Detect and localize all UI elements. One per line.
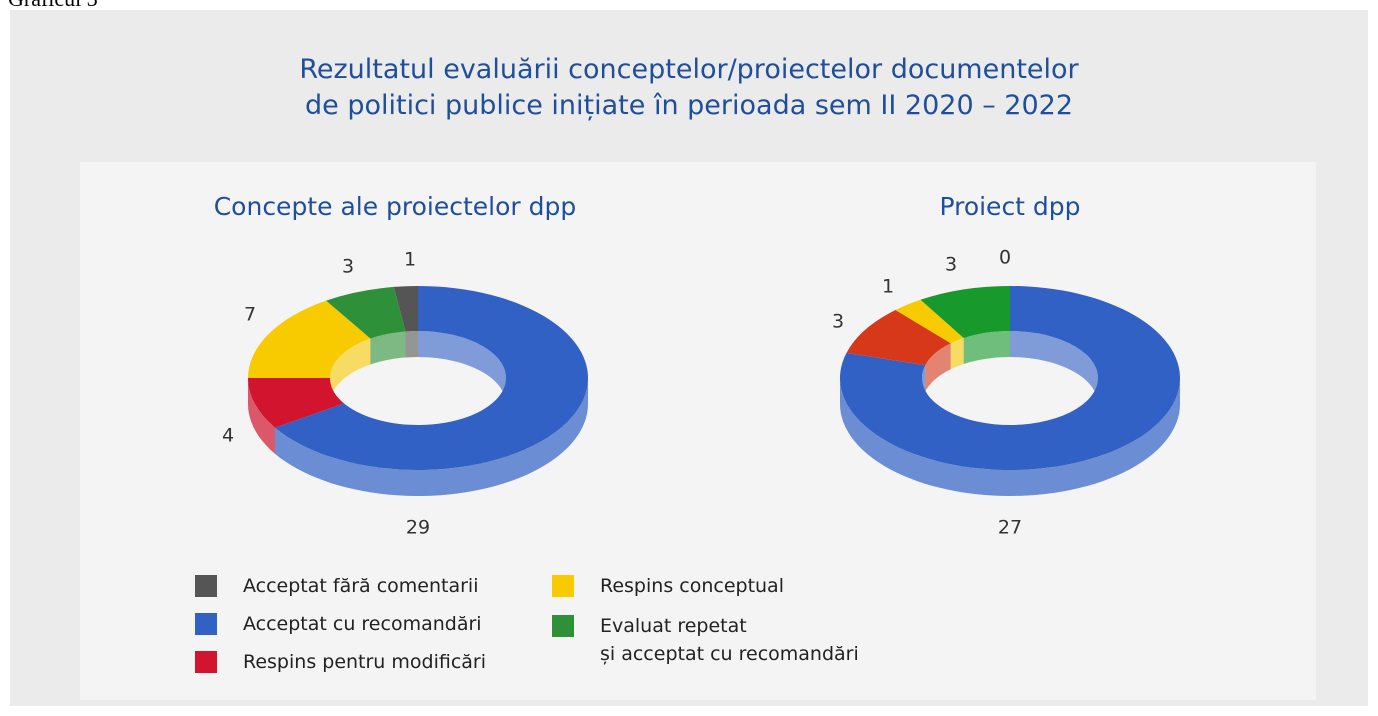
slice-side <box>950 338 964 370</box>
title: Rezultatul evaluării conceptelor/proiect… <box>299 54 1079 121</box>
slice <box>248 300 371 378</box>
legend-swatch <box>552 615 574 637</box>
data-label: 1 <box>882 276 894 298</box>
data-label: 1 <box>404 249 416 271</box>
slice-side <box>925 343 951 392</box>
slice <box>846 310 951 366</box>
slice <box>274 286 588 470</box>
chart-title: Proiect dpp <box>939 192 1081 221</box>
legend-label: Acceptat fără comentarii <box>243 575 479 597</box>
figure-label: Graficul 3 <box>8 0 98 12</box>
data-label: 3 <box>832 311 844 333</box>
legend-label: Respins pentru modificări <box>243 651 487 673</box>
slice-side <box>1010 331 1098 404</box>
data-label: 0 <box>999 247 1011 269</box>
legend-label: Evaluat repetat și acceptat cu recomandă… <box>600 615 859 665</box>
legend-swatch <box>552 575 574 597</box>
data-label: 4 <box>222 425 234 447</box>
slice <box>393 286 418 332</box>
legend-label: Respins conceptual <box>600 575 784 597</box>
slice-side <box>275 378 588 496</box>
data-label: 27 <box>998 517 1022 539</box>
legend-swatch <box>195 613 217 635</box>
slice-side <box>248 378 275 454</box>
legend-swatch <box>195 651 217 673</box>
slice <box>326 286 406 339</box>
slice <box>248 378 344 428</box>
data-label: 29 <box>406 517 430 539</box>
slice <box>840 286 1180 471</box>
slice-side <box>330 338 371 404</box>
slice-side <box>418 331 506 404</box>
slice-side <box>963 331 1010 364</box>
slice <box>920 286 1010 339</box>
slice-side <box>405 331 418 358</box>
legend-swatch <box>195 575 217 597</box>
data-label: 3 <box>342 256 354 278</box>
slice-side <box>370 331 406 365</box>
chart-title: Concepte ale proiectelor dpp <box>213 192 577 221</box>
slice <box>895 299 964 344</box>
legend-label: Acceptat cu recomandări <box>243 613 482 635</box>
data-label: 3 <box>945 254 957 276</box>
data-label: 7 <box>244 304 256 326</box>
slice-side <box>840 378 1180 496</box>
